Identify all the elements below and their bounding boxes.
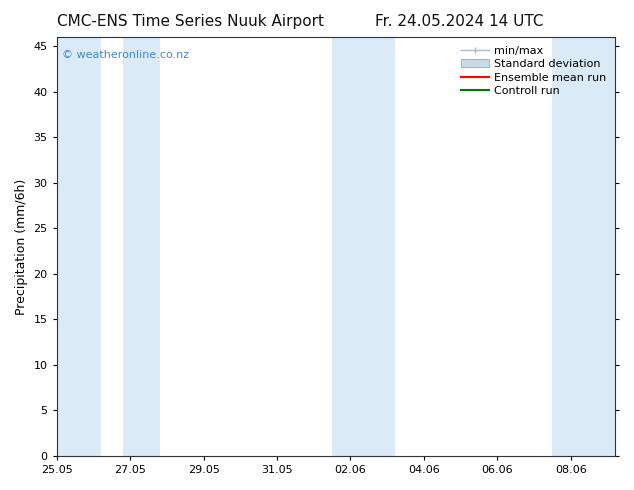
Text: CMC-ENS Time Series Nuuk Airport: CMC-ENS Time Series Nuuk Airport xyxy=(56,14,324,29)
Bar xyxy=(332,37,394,456)
Bar xyxy=(56,37,101,456)
Legend: min/max, Standard deviation, Ensemble mean run, Controll run: min/max, Standard deviation, Ensemble me… xyxy=(458,43,609,99)
Text: Fr. 24.05.2024 14 UTC: Fr. 24.05.2024 14 UTC xyxy=(375,14,544,29)
Bar xyxy=(123,37,160,456)
Bar xyxy=(552,37,615,456)
Text: © weatheronline.co.nz: © weatheronline.co.nz xyxy=(62,49,190,60)
Y-axis label: Precipitation (mm/6h): Precipitation (mm/6h) xyxy=(15,178,28,315)
